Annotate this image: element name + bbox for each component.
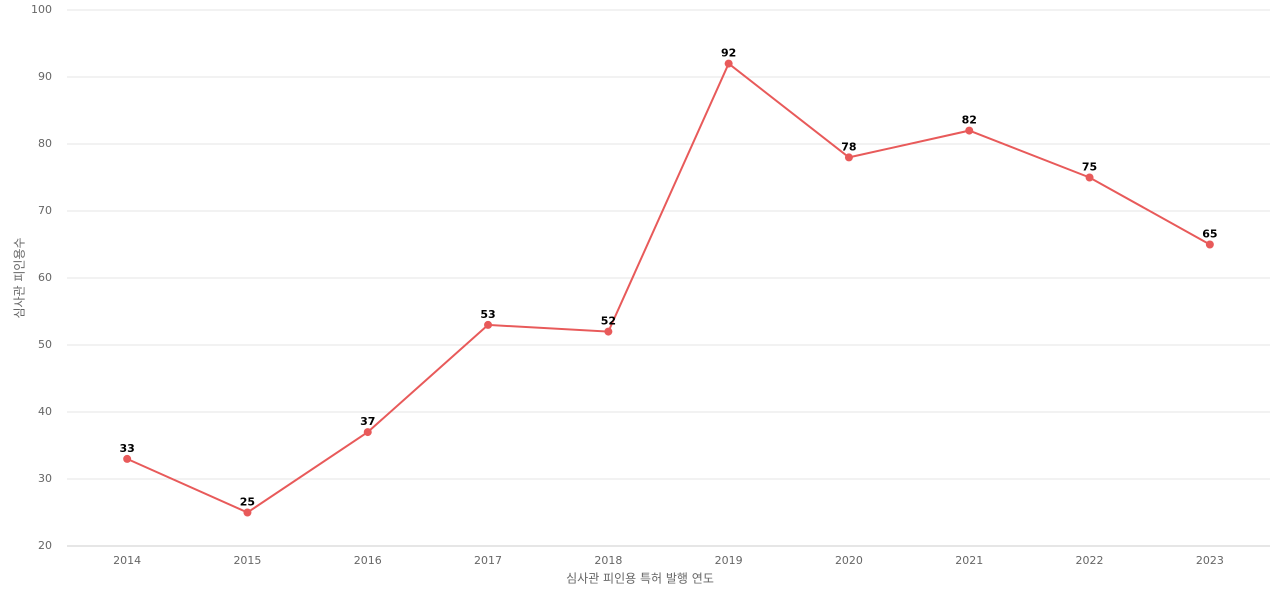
data-label: 33 [119,442,134,455]
x-tick-label: 2017 [474,554,502,567]
y-tick-label: 80 [38,137,52,150]
point [965,126,974,135]
x-tick-label: 2018 [594,554,622,567]
data-label: 78 [841,140,856,153]
data-label: 92 [721,47,736,60]
x-tick-label: 2020 [835,554,863,567]
data-label: 75 [1082,161,1097,174]
y-tick-label: 30 [38,472,52,485]
data-label: 37 [360,415,375,428]
y-axis-label: 심사관 피인용수 [13,237,27,318]
data-label: 82 [962,114,977,127]
point [1205,240,1214,249]
y-tick-label: 100 [31,3,52,16]
data-label: 25 [240,496,255,509]
y-tick-label: 50 [38,338,52,351]
data-label: 52 [601,315,616,328]
x-axis-label: 심사관 피인용 특허 발행 연도 [566,571,714,586]
line [126,62,1211,514]
point [844,153,853,162]
data-label: 53 [480,308,495,321]
point [243,508,252,517]
y-tick-label: 20 [38,539,52,552]
y-tick-label: 70 [38,204,52,217]
point [484,320,493,329]
data-label: 65 [1202,228,1217,241]
y-tick-label: 40 [38,405,52,418]
x-tick-label: 2014 [113,554,141,567]
x-tick-label: 2015 [233,554,261,567]
point [123,454,132,463]
point [1085,173,1094,182]
point [724,59,733,68]
x-tick-label: 2019 [715,554,743,567]
y-tick-label: 60 [38,271,52,284]
y-tick-label: 90 [38,70,52,83]
x-tick-label: 2021 [955,554,983,567]
x-tick-label: 2023 [1196,554,1224,567]
x-tick-label: 2022 [1076,554,1104,567]
x-tick-label: 2016 [354,554,382,567]
point [604,327,613,336]
point [363,428,372,437]
